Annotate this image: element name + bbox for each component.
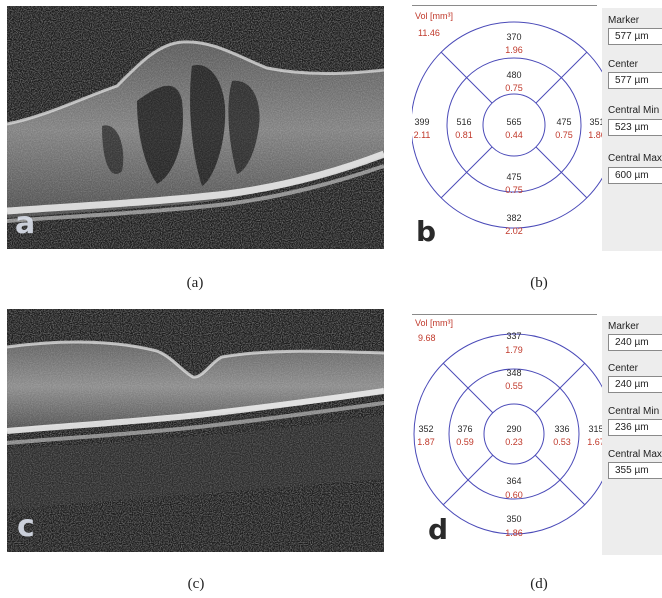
divider-line <box>412 314 597 315</box>
measurement-sidebar-b: Marker 577 µm Center 577 µm Central Min … <box>602 8 662 251</box>
center-ring-d <box>483 403 545 465</box>
outer-bottom-volume-d: 1.86 <box>505 528 523 538</box>
etdrs-grid-d: Vol [mm³] 9.68 337 1.79 348 0.55 352 1.8… <box>413 318 615 538</box>
center-label-d: Center <box>608 363 639 374</box>
outer-left-thickness-b: 399 <box>414 117 429 127</box>
inner-top-volume-b: 0.75 <box>505 83 523 93</box>
marker-value-d: 240 µm <box>608 334 662 351</box>
outer-right-volume-b: 1.86 <box>588 130 606 140</box>
outer-top-thickness-d: 337 <box>506 331 521 341</box>
inner-left-thickness-b: 516 <box>456 117 471 127</box>
inner-ring-b <box>446 57 582 193</box>
central-max-label-d: Central Max <box>608 449 662 460</box>
inner-ring-d <box>448 368 580 500</box>
outer-left-volume-d: 1.87 <box>417 437 435 447</box>
inner-bottom-volume-d: 0.60 <box>505 490 523 500</box>
outer-bottom-thickness-d: 350 <box>506 514 521 524</box>
panel-letter-b: b <box>416 215 437 248</box>
outer-right-volume-d: 1.67 <box>587 437 605 447</box>
divider-line <box>412 5 597 6</box>
inner-right-volume-d: 0.53 <box>553 437 571 447</box>
outer-bottom-thickness-b: 382 <box>506 213 521 223</box>
marker-value-b: 577 µm <box>608 28 662 45</box>
caption-c: (c) <box>187 576 205 592</box>
caption-b: (b) <box>530 275 548 291</box>
outer-top-volume-d: 1.79 <box>505 345 523 355</box>
center-label-b: Center <box>608 59 639 70</box>
central-max-value-b: 600 µm <box>608 167 662 184</box>
outer-left-thickness-d: 352 <box>418 424 433 434</box>
inner-top-volume-d: 0.55 <box>505 381 523 391</box>
marker-label-b: Marker <box>608 15 640 26</box>
inner-right-volume-b: 0.75 <box>555 130 573 140</box>
central-min-label-d: Central Min <box>608 406 660 417</box>
center-volume-d: 0.23 <box>505 437 523 447</box>
central-min-value-d: 236 µm <box>608 419 662 436</box>
outer-right-thickness-d: 315 <box>588 424 603 434</box>
etdrs-grid-b: Vol [mm³] 11.46 370 1.96 480 0.75 399 2.… <box>412 11 618 236</box>
central-min-label-b: Central Min <box>608 105 660 116</box>
inner-right-thickness-d: 336 <box>554 424 569 434</box>
outer-right-thickness-b: 351 <box>589 117 604 127</box>
outer-left-volume-b: 2.11 <box>414 130 431 140</box>
central-max-label-b: Central Max <box>608 153 662 164</box>
measurement-sidebar-d: Marker 240 µm Center 240 µm Central Min … <box>602 316 662 555</box>
inner-top-thickness-b: 480 <box>506 70 521 80</box>
oct-scan-a-image <box>7 6 384 249</box>
marker-label-d: Marker <box>608 321 640 332</box>
inner-right-thickness-b: 475 <box>556 117 571 127</box>
caption-d: (d) <box>530 576 548 592</box>
outer-top-thickness-b: 370 <box>506 32 521 42</box>
oct-scan-a: a <box>7 6 384 249</box>
inner-left-volume-b: 0.81 <box>455 130 473 140</box>
thickness-map-d: Vol [mm³] 9.68 337 1.79 348 0.55 352 1.8… <box>412 310 662 555</box>
vol-value-b: 11.46 <box>418 28 440 38</box>
panel-letter-c: c <box>17 509 35 544</box>
outer-top-volume-b: 1.96 <box>505 45 523 55</box>
inner-bottom-thickness-d: 364 <box>506 476 521 486</box>
center-value-b: 577 µm <box>608 72 662 89</box>
center-ring-b <box>482 93 546 157</box>
inner-left-thickness-d: 376 <box>457 424 472 434</box>
center-value-d: 240 µm <box>608 376 662 393</box>
panel-letter-a: a <box>15 206 36 241</box>
caption-a: (a) <box>186 275 204 291</box>
central-max-value-d: 355 µm <box>608 462 662 479</box>
inner-left-volume-d: 0.59 <box>456 437 474 447</box>
vol-label-d: Vol [mm³] <box>415 318 453 328</box>
oct-scan-c: c <box>7 309 384 552</box>
center-volume-b: 0.44 <box>505 130 523 140</box>
outer-bottom-volume-b: 2.02 <box>505 226 523 236</box>
inner-bottom-thickness-b: 475 <box>506 172 521 182</box>
center-thickness-b: 565 <box>506 117 521 127</box>
central-min-value-b: 523 µm <box>608 119 662 136</box>
oct-scan-c-image <box>7 309 384 552</box>
inner-top-thickness-d: 348 <box>506 368 521 378</box>
inner-bottom-volume-b: 0.75 <box>505 185 523 195</box>
center-thickness-d: 290 <box>506 424 521 434</box>
panel-letter-d: d <box>428 513 449 546</box>
vol-label-b: Vol [mm³] <box>415 11 453 21</box>
vol-value-d: 9.68 <box>418 333 436 343</box>
thickness-map-b: Vol [mm³] 11.46 370 1.96 480 0.75 399 2.… <box>412 3 662 255</box>
